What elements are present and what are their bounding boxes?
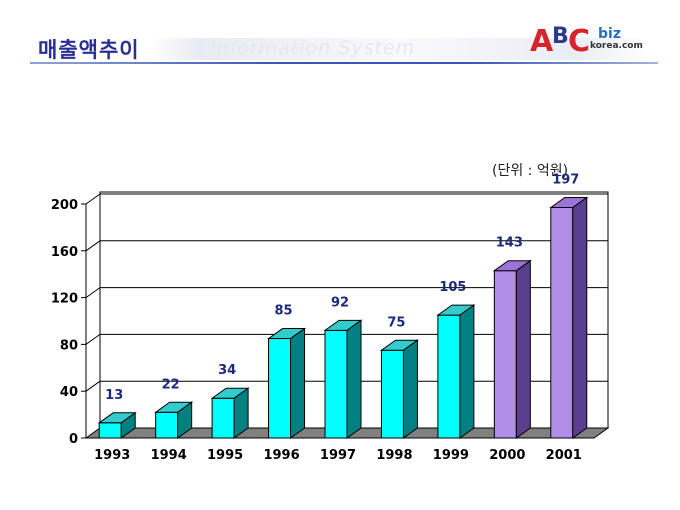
bar-side	[120, 411, 136, 439]
x-tick-label: 1995	[207, 448, 243, 463]
data-label: 75	[387, 315, 405, 330]
gridline-side	[85, 193, 101, 205]
header: 매출액추이 Information System A B C biz korea…	[0, 0, 680, 70]
bar-side	[459, 304, 475, 439]
header-gradient-band	[150, 38, 650, 60]
x-tick-label: 1993	[94, 448, 130, 463]
bar-front	[98, 422, 122, 439]
logo-domain: korea.com	[590, 41, 643, 51]
bar	[436, 304, 476, 439]
gridline-side	[85, 240, 101, 252]
x-tick-label: 1996	[263, 448, 299, 463]
y-tick-label: 80	[60, 338, 78, 353]
bar	[549, 196, 589, 439]
bar	[154, 401, 194, 439]
header-rule	[30, 62, 658, 64]
x-tick-label: 2000	[489, 448, 525, 463]
bar	[210, 387, 250, 439]
data-label: 13	[105, 388, 123, 403]
y-tick-label: 40	[60, 385, 78, 400]
bar-front	[324, 329, 348, 439]
gridline-side	[85, 333, 101, 345]
bar	[97, 411, 137, 439]
y-tick-label: 120	[51, 292, 78, 307]
gridline-side	[85, 287, 101, 299]
bar-side	[402, 339, 418, 439]
data-label: 92	[331, 295, 349, 310]
y-tick-label: 160	[51, 245, 78, 260]
y-tick-label: 200	[51, 198, 78, 213]
bar	[492, 259, 532, 439]
bar-side	[290, 327, 306, 439]
bar-front	[493, 270, 517, 439]
x-tick-label: 2001	[546, 448, 582, 463]
data-label: 22	[162, 377, 180, 392]
x-tick-label: 1994	[151, 448, 187, 463]
y-tick-label: 0	[69, 432, 78, 447]
logo-biz: biz	[598, 26, 621, 42]
bar-front	[155, 411, 179, 439]
x-tick-label: 1999	[433, 448, 469, 463]
bar-side	[572, 196, 588, 439]
bar-side	[515, 259, 531, 439]
abc-biz-logo: A B C biz korea.com	[530, 22, 650, 62]
bar-front	[437, 314, 461, 439]
data-label: 34	[218, 363, 236, 378]
logo-letter-b: B	[552, 24, 569, 49]
data-label: 105	[439, 280, 466, 295]
page-title: 매출액추이	[38, 38, 140, 62]
bar	[266, 327, 307, 439]
data-label: 85	[275, 304, 293, 319]
bar	[323, 319, 363, 439]
logo-letter-a: A	[530, 24, 554, 59]
x-tick-label: 1997	[320, 448, 356, 463]
page-subtitle: Information System	[210, 37, 416, 59]
bar-side	[177, 401, 193, 439]
gridline-side	[85, 380, 101, 392]
bar-front	[550, 207, 574, 439]
bar	[379, 339, 420, 439]
bar-front	[380, 349, 404, 439]
bar-side	[233, 387, 249, 439]
bar-front	[211, 397, 235, 439]
data-label: 197	[552, 173, 579, 188]
bar-side	[346, 319, 362, 439]
data-label: 143	[496, 236, 523, 251]
x-tick-label: 1998	[376, 448, 412, 463]
logo-letter-c: C	[568, 24, 591, 59]
bar-front	[268, 338, 292, 439]
unit-label: (단위 : 억원)	[492, 163, 569, 179]
